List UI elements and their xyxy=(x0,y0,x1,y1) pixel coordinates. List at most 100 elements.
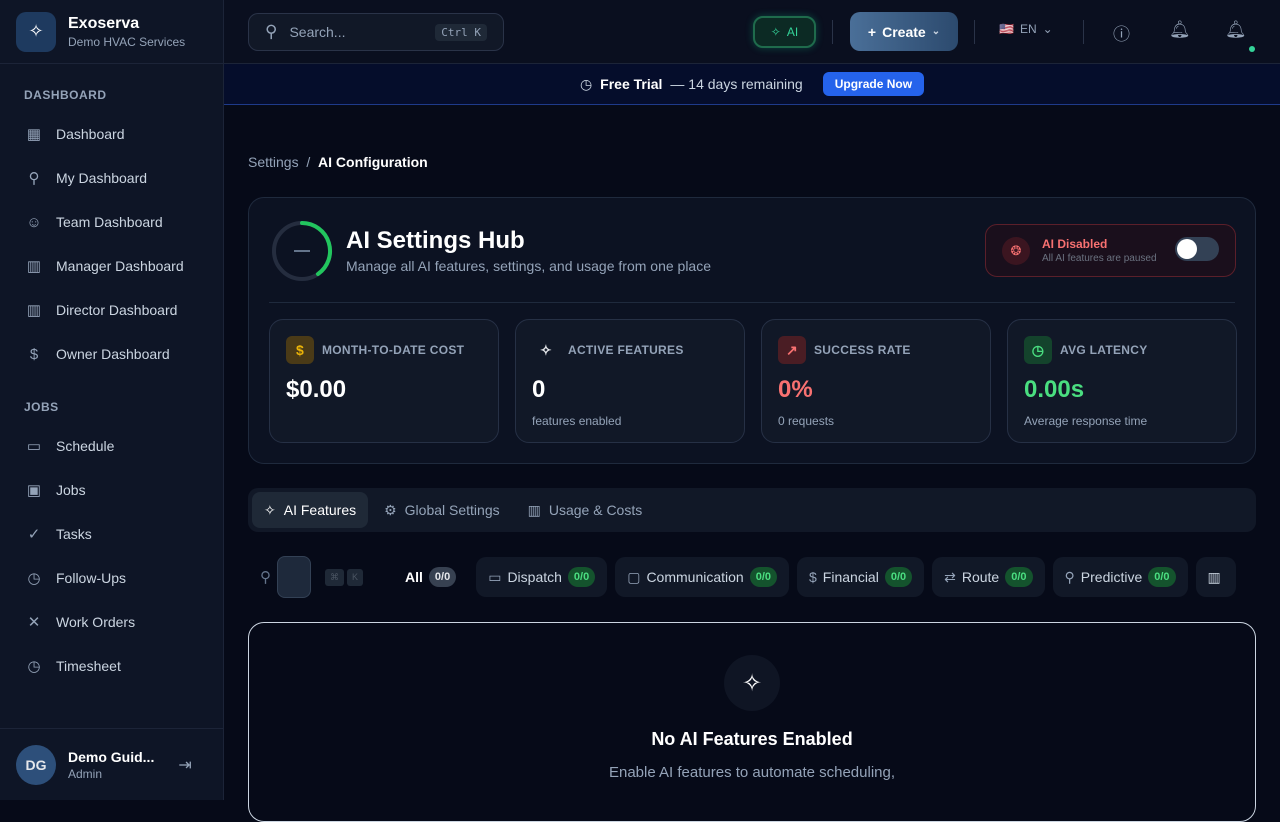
stat-subtext: 0 requests xyxy=(778,414,835,428)
tab-label: Usage & Costs xyxy=(548,502,643,518)
sidebar-item-timesheet[interactable]: ◷ Timesheet xyxy=(0,644,223,688)
tab-ai-features[interactable]: ✧ AI Features xyxy=(252,492,369,528)
user-name: Demo Guid... xyxy=(68,748,155,765)
owner-dashboard-icon: $ xyxy=(29,345,39,363)
filter-communication[interactable]: ▢ Communication 0/0 xyxy=(615,557,789,597)
sidebar-item-label: Dashboard xyxy=(56,126,125,142)
filter-count: 0/0 xyxy=(749,567,777,587)
ai-status-title: AI Disabled xyxy=(1042,237,1108,251)
sidebar-item-label: Owner Dashboard xyxy=(56,346,170,362)
info-icon[interactable]: ⓘ xyxy=(1113,25,1130,44)
search-shortcut: ⌘ K xyxy=(325,568,364,586)
avatar: DG xyxy=(16,744,56,785)
upgrade-now-button[interactable]: Upgrade Now xyxy=(822,72,925,96)
section-title: DASHBOARD xyxy=(24,88,107,102)
filter-label: Dispatch xyxy=(507,569,562,585)
sidebar-item-owner-dashboard[interactable]: $ Owner Dashboard xyxy=(0,332,223,376)
sidebar-item-label: Work Orders xyxy=(56,614,136,630)
sidebar-item-manager-dashboard[interactable]: ▥ Manager Dashboard xyxy=(0,244,223,288)
sidebar-item-label: Tasks xyxy=(56,526,92,542)
sidebar-item-label: Schedule xyxy=(56,438,115,454)
clock-icon: ◷ xyxy=(579,75,593,92)
stat-label: AVG LATENCY xyxy=(1060,343,1148,357)
communication-icon: ▢ xyxy=(627,568,641,585)
tab-global-settings[interactable]: ⚙ Global Settings xyxy=(372,492,512,528)
brand[interactable]: ✧ Exoserva Demo HVAC Services xyxy=(0,0,223,64)
sidebar-item-follow-ups[interactable]: ◷ Follow-Ups xyxy=(0,556,223,600)
empty-state: ✧ No AI Features Enabled Enable AI featu… xyxy=(248,622,1256,822)
work-orders-icon: ✕ xyxy=(27,614,41,631)
stat-icon: ↗ xyxy=(778,336,806,364)
tab-usage-costs[interactable]: ▥ Usage & Costs xyxy=(516,492,655,528)
filter-label: Route xyxy=(961,569,1000,585)
sidebar-item-jobs[interactable]: ▣ Jobs xyxy=(0,468,223,512)
filter-count: 0/0 xyxy=(884,567,913,587)
dispatch-icon: ▭ xyxy=(488,568,502,585)
sidebar-item-label: Timesheet xyxy=(56,658,121,674)
bell-icon[interactable]: 🔔︎ xyxy=(1169,20,1191,39)
brand-name: Exoserva xyxy=(68,14,140,32)
sidebar-item-work-orders[interactable]: ✕ Work Orders xyxy=(0,600,223,644)
empty-title: No AI Features Enabled xyxy=(651,729,853,749)
brand-subtitle: Demo HVAC Services xyxy=(68,34,186,49)
dashboard-icon: ▦ xyxy=(26,126,42,143)
online-status-dot xyxy=(1249,46,1255,52)
sidebar-nav: DASHBOARD ▦ Dashboard ⚲ My Dashboard ☺ Team Da… xyxy=(0,88,223,688)
trial-banner: ◷ Free Trial — 14 days remaining Upgrade… xyxy=(224,64,1280,105)
notifications-bell-icon[interactable]: 🔔︎ xyxy=(1225,20,1247,39)
divider xyxy=(974,20,975,44)
filter-label: All xyxy=(405,569,423,585)
filter-count: 0/0 xyxy=(428,567,457,587)
trial-text: — 14 days remaining xyxy=(670,76,803,92)
schedule-icon: ▭ xyxy=(26,438,42,455)
sidebar-item-schedule[interactable]: ▭ Schedule xyxy=(0,424,223,468)
section-title: JOBS xyxy=(24,400,59,414)
user-profile[interactable]: DG Demo Guid... Admin ⇥ xyxy=(0,728,223,800)
tab-icon: ✧ xyxy=(264,501,276,518)
create-label: Create xyxy=(882,23,926,40)
breadcrumb: Settings / AI Configuration xyxy=(248,154,428,170)
predictive-icon: ⚲ xyxy=(1064,568,1075,585)
filter-route[interactable]: ⇄ Route 0/0 xyxy=(932,557,1045,597)
sidebar-item-tasks[interactable]: ✓ Tasks xyxy=(0,512,223,556)
filter-all[interactable]: All 0/0 xyxy=(393,557,468,597)
stat-subtext: features enabled xyxy=(532,414,622,428)
sidebar-item-label: Director Dashboard xyxy=(56,302,178,318)
sidebar-item-label: Jobs xyxy=(56,482,86,498)
divider xyxy=(832,20,833,44)
shortcut-key: ⌘ xyxy=(325,568,344,586)
sidebar-item-director-dashboard[interactable]: ▥ Director Dashboard xyxy=(0,288,223,332)
ai-status-subtitle: All AI features are paused xyxy=(1042,253,1157,264)
plus-icon: + xyxy=(867,23,877,40)
category-filters: ⚲ ⌘ K All 0/0 ▭ Dispatch 0/0 ▢ Communication 0… xyxy=(248,556,1280,598)
search-input[interactable]: ⚲ Search... Ctrl K xyxy=(248,13,504,51)
manager-dashboard-icon: ▥ xyxy=(26,258,42,275)
filter-financial[interactable]: $ Financial 0/0 xyxy=(797,557,925,597)
filter-predictive[interactable]: ⚲ Predictive 0/0 xyxy=(1052,557,1188,597)
ai-enable-toggle[interactable] xyxy=(1175,237,1219,261)
sidebar-item-label: Follow-Ups xyxy=(56,570,127,586)
stat-card-active-features: ✧ ACTIVE FEATURES 0 features enabled xyxy=(515,319,745,443)
create-button[interactable]: + Create ⌄ xyxy=(850,12,958,51)
sidebar-item-team-dashboard[interactable]: ☺ Team Dashboard xyxy=(0,200,223,244)
stat-value: $0.00 xyxy=(286,376,347,403)
topbar: ⚲ Search... Ctrl K ✧ AI + Create ⌄ 🇺🇸 EN ⌄ ⓘ … xyxy=(224,0,1280,64)
filter-dispatch[interactable]: ▭ Dispatch 0/0 xyxy=(476,557,608,597)
tasks-icon: ✓ xyxy=(27,526,41,543)
page-subtitle: Manage all AI features, settings, and us… xyxy=(346,258,712,274)
ai-button[interactable]: ✧ AI xyxy=(753,16,816,48)
sidebar-item-label: Team Dashboard xyxy=(56,214,163,230)
sidebar-item-my-dashboard[interactable]: ⚲ My Dashboard xyxy=(0,156,223,200)
language-selector[interactable]: 🇺🇸 EN ⌄ xyxy=(999,22,1053,36)
stat-icon: ◷ xyxy=(1024,336,1052,364)
sidebar-item-label: Manager Dashboard xyxy=(56,258,184,274)
filter-more[interactable]: ▥ xyxy=(1195,557,1236,597)
stat-card-avg-latency: ◷ AVG LATENCY 0.00s Average response time xyxy=(1007,319,1237,443)
breadcrumb-current: AI Configuration xyxy=(318,154,428,170)
breadcrumb-settings[interactable]: Settings xyxy=(248,154,299,170)
feature-search-input[interactable] xyxy=(277,556,311,598)
sidebar-item-dashboard[interactable]: ▦ Dashboard xyxy=(0,112,223,156)
stat-icon: $ xyxy=(286,336,314,364)
logout-icon[interactable]: ⇥ xyxy=(178,756,192,774)
filter-count: 0/0 xyxy=(1148,567,1176,587)
